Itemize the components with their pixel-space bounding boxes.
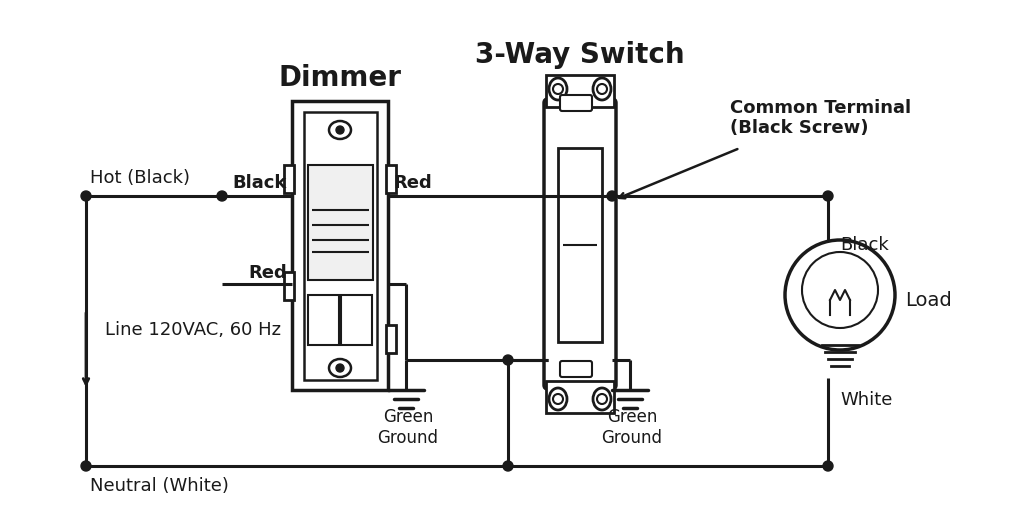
Circle shape xyxy=(785,240,895,350)
Text: Dimmer: Dimmer xyxy=(279,64,401,92)
Circle shape xyxy=(823,461,833,471)
Bar xyxy=(292,101,388,390)
Text: Black: Black xyxy=(232,174,287,192)
Text: Green
Ground: Green Ground xyxy=(601,408,663,447)
Bar xyxy=(308,165,373,280)
Circle shape xyxy=(607,191,617,201)
FancyBboxPatch shape xyxy=(544,99,616,389)
Ellipse shape xyxy=(549,388,567,410)
Bar xyxy=(284,272,294,300)
Text: Green
Ground: Green Ground xyxy=(378,408,438,447)
Bar xyxy=(546,381,614,413)
Ellipse shape xyxy=(593,78,611,100)
Circle shape xyxy=(553,394,563,404)
Text: Red: Red xyxy=(393,174,432,192)
FancyBboxPatch shape xyxy=(560,95,592,111)
Ellipse shape xyxy=(329,121,351,139)
Text: White: White xyxy=(840,391,892,409)
Bar xyxy=(386,325,396,353)
Text: Black: Black xyxy=(840,236,889,254)
Ellipse shape xyxy=(329,359,351,377)
FancyBboxPatch shape xyxy=(560,361,592,377)
Circle shape xyxy=(823,191,833,201)
Text: Load: Load xyxy=(905,290,951,309)
Bar xyxy=(386,165,396,193)
Text: Common Terminal
(Black Screw): Common Terminal (Black Screw) xyxy=(730,98,911,138)
Circle shape xyxy=(802,252,878,328)
Text: Hot (Black): Hot (Black) xyxy=(90,169,190,187)
Circle shape xyxy=(336,126,344,134)
Bar xyxy=(284,165,294,193)
Text: Neutral (White): Neutral (White) xyxy=(90,477,229,495)
Bar xyxy=(304,112,377,380)
Bar xyxy=(308,295,339,345)
Circle shape xyxy=(553,84,563,94)
Bar xyxy=(546,75,614,107)
Text: Line 120VAC, 60 Hz: Line 120VAC, 60 Hz xyxy=(105,321,281,339)
Circle shape xyxy=(597,84,607,94)
Bar xyxy=(558,148,602,342)
Text: 3-Way Switch: 3-Way Switch xyxy=(475,41,685,69)
Text: Red: Red xyxy=(248,264,287,282)
Circle shape xyxy=(81,191,91,201)
Ellipse shape xyxy=(549,78,567,100)
Circle shape xyxy=(217,191,227,201)
Circle shape xyxy=(336,364,344,372)
Ellipse shape xyxy=(593,388,611,410)
Bar xyxy=(341,295,372,345)
Circle shape xyxy=(503,461,513,471)
Circle shape xyxy=(81,461,91,471)
Circle shape xyxy=(503,355,513,365)
Circle shape xyxy=(597,394,607,404)
